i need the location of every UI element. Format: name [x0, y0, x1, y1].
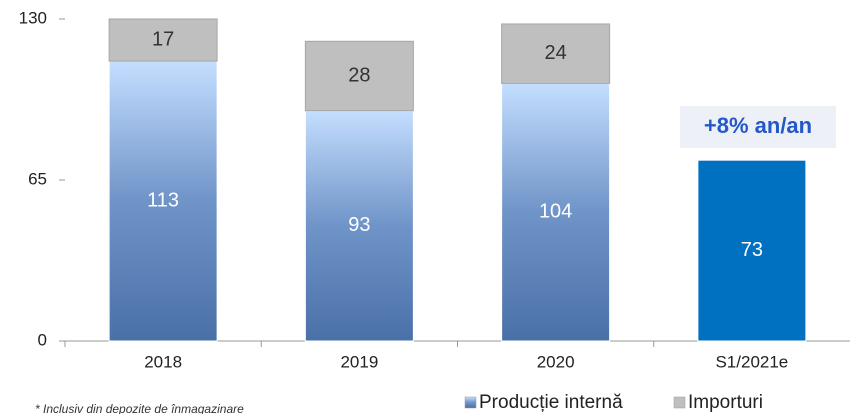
value-label: 104 [539, 200, 572, 222]
value-label: 93 [348, 214, 370, 236]
bar-segment [108, 18, 218, 62]
x-tick-label: 2019 [340, 352, 378, 371]
legend-swatch [464, 396, 477, 409]
bar-segment [108, 60, 218, 342]
bar-segment [304, 110, 414, 342]
legend-label: Importuri [688, 392, 763, 413]
value-label: 73 [741, 239, 763, 261]
value-label: 17 [152, 28, 174, 50]
value-label: 24 [545, 42, 567, 64]
y-tick-label: 65 [28, 169, 47, 188]
x-tick-label: 2018 [144, 352, 182, 371]
y-tick-label: 130 [19, 8, 47, 27]
value-label: 113 [147, 189, 179, 211]
bar-segment [501, 82, 611, 342]
footnote: * Inclusiv din depozite de înmagazinare [35, 402, 244, 414]
annotation-box [680, 106, 836, 148]
y-tick-label: 0 [38, 330, 47, 349]
bar-segment [697, 159, 807, 342]
legend-swatch [673, 396, 686, 409]
legend-label: Producție internă [479, 392, 623, 413]
bar-segment [501, 23, 611, 84]
x-tick-label: S1/2021e [715, 352, 788, 371]
annotation: +8% an/an [704, 113, 812, 138]
value-label: 28 [348, 64, 370, 86]
x-tick-label: 2020 [537, 352, 575, 371]
bar-segment [304, 40, 414, 112]
